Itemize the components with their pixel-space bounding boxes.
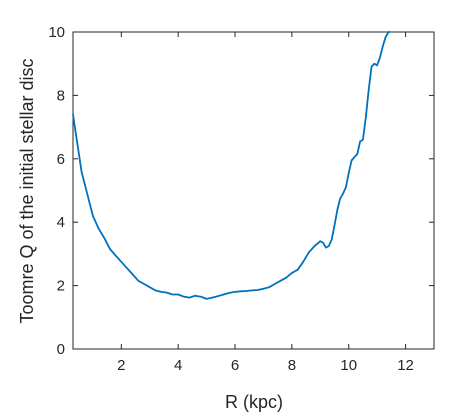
y-axis: 0 2 4 6 8 10 bbox=[48, 24, 434, 358]
x-tick-label: 4 bbox=[174, 357, 182, 374]
x-axis-label: R (kpc) bbox=[225, 392, 283, 412]
x-tick-label: 12 bbox=[397, 357, 414, 374]
x-tick-label: 2 bbox=[117, 357, 125, 374]
plot-area bbox=[72, 31, 435, 350]
x-axis: 2 4 6 8 10 12 bbox=[117, 32, 414, 374]
plot-frame bbox=[72, 31, 435, 350]
y-tick-label: 4 bbox=[57, 214, 65, 231]
y-axis-label: Toomre Q of the initial stellar disc bbox=[17, 58, 37, 323]
x-tick-label: 10 bbox=[340, 357, 357, 374]
y-tick-label: 10 bbox=[48, 24, 65, 41]
y-tick-label: 2 bbox=[57, 278, 65, 295]
y-tick-label: 0 bbox=[57, 341, 65, 358]
y-tick-label: 8 bbox=[57, 87, 65, 104]
series-line bbox=[72, 31, 391, 300]
x-tick-label: 6 bbox=[231, 357, 239, 374]
x-tick-label: 8 bbox=[288, 357, 296, 374]
y-tick-label: 6 bbox=[57, 151, 65, 168]
